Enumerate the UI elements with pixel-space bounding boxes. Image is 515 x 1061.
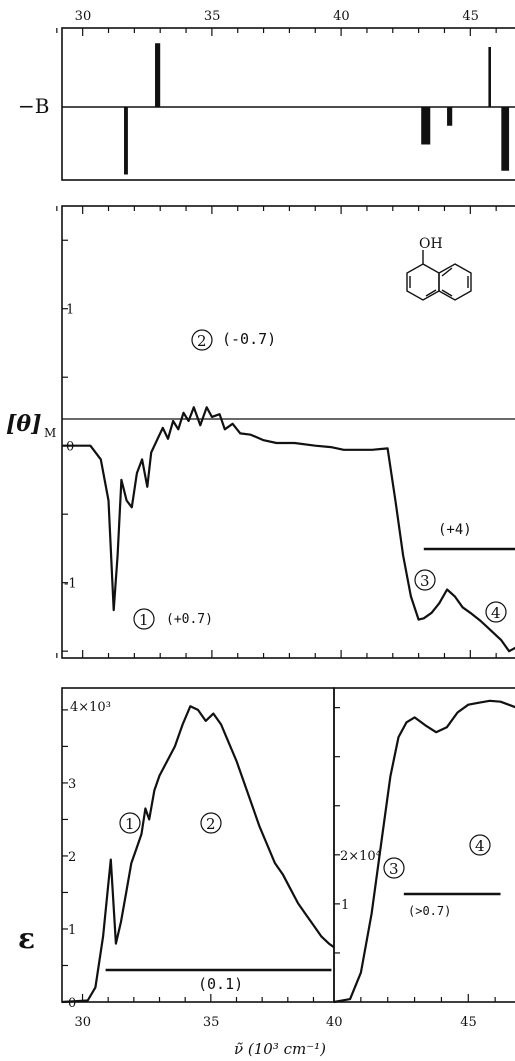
abs-ticks [62,707,496,1002]
rotational-strength-bar [124,107,128,175]
rotational-strength-bar [421,107,431,145]
svg-text:(+4): (+4) [438,522,472,538]
svg-text:1: 1 [139,611,149,629]
abs-ylabel: ε [18,922,35,955]
top-tick-label: 35 [204,9,221,24]
cd-panel: 1 0 -1 [θ] M OH 1 (+0.7) 2 (-0.7) 3 [6,205,515,659]
cd-ticks [56,206,497,658]
x-axis-label: ν̃ (10³ cm⁻¹) [234,1040,326,1058]
cd-ylabel-sub: M [44,426,56,440]
cd-band-3: 3 [414,569,436,591]
abs-band-1: 1 [119,812,141,834]
abs-range-01: (0.1) [105,968,332,993]
abs-scale-left: 4×10³ [70,700,111,715]
svg-text:3: 3 [420,572,430,590]
top-frame [61,27,515,181]
cd-ylabel: [θ] [6,411,42,437]
abs-right-curve [333,699,515,1004]
svg-text:(0.1): (0.1) [198,975,243,993]
svg-text:(+0.7): (+0.7) [166,612,213,627]
cd-band-1: 1 (+0.7) [133,608,213,630]
top-x-ticks: 30 35 40 45 [56,9,497,36]
svg-text:1: 1 [125,815,135,833]
bottom-x-tick-label: 35 [203,1015,220,1030]
abs-band-3: 3 [383,857,405,879]
cd-frame [61,205,515,659]
rotational-strength-bar [155,43,161,107]
bottom-x-tick-labels: 30 35 40 45 [75,1015,477,1030]
cd-band-4: 4 [485,601,507,623]
abs-band-4: 4 [469,834,491,856]
top-ylabel: −B [18,94,49,118]
cd-y-tick-labels: 1 0 -1 [64,303,77,592]
abs-left-y-label: 3 [68,777,76,792]
top-tick-label: 30 [75,9,92,24]
svg-text:2: 2 [206,815,216,833]
abs-left-y-label: 0 [68,996,76,1011]
rotational-strength-panel: 30 35 40 45 −B [18,9,515,181]
top-tick-label: 40 [333,9,350,24]
abs-left-y-label: 1 [68,923,76,938]
abs-scale-right: 2×10⁴ [340,849,381,864]
naphthol-structure [406,250,472,301]
abs-range-gt07: (>0.7) [403,892,501,918]
bottom-x-tick-label: 30 [75,1015,92,1030]
abs-y-tick-labels-left: 0 1 2 3 [68,777,76,1011]
top-tick-label: 45 [462,9,479,24]
abs-right-y-label: 1 [341,898,349,913]
abs-left-curve [61,705,335,1004]
cd-y-tick-label: -1 [64,577,77,592]
rotational-strength-bar [447,107,453,126]
abs-frame-right [333,687,515,1003]
abs-frame-left [61,687,335,1003]
svg-text:4: 4 [491,604,501,622]
rotational-strength-bar [501,107,510,171]
svg-text:(>0.7): (>0.7) [408,904,451,918]
cd-y-tick-label: 1 [66,303,74,318]
abs-band-2: 2 [200,812,222,834]
cd-range-34: (+4) [423,522,515,551]
svg-text:4: 4 [475,837,485,855]
rotational-strength-bar [488,47,491,107]
abs-y-tick-labels-right: 1 [341,898,349,913]
svg-text:2: 2 [197,332,207,350]
cd-y-tick-label: 0 [66,440,74,455]
bottom-x-tick-label: 40 [326,1015,343,1030]
bottom-x-tick-label: 45 [460,1015,477,1030]
svg-text:3: 3 [389,860,399,878]
cd-curve [62,406,515,653]
oh-label: OH [419,236,443,252]
rotational-strength-bars [124,43,510,175]
abs-left-y-label: 2 [68,850,76,865]
svg-text:(-0.7): (-0.7) [222,330,276,348]
absorption-panel: ε 0 1 2 3 4×10³ 1 2×10⁴ 1 2 (0.1) 3 4 (>0.7… [18,687,515,1058]
cd-band-2: 2 (-0.7) [191,329,276,351]
